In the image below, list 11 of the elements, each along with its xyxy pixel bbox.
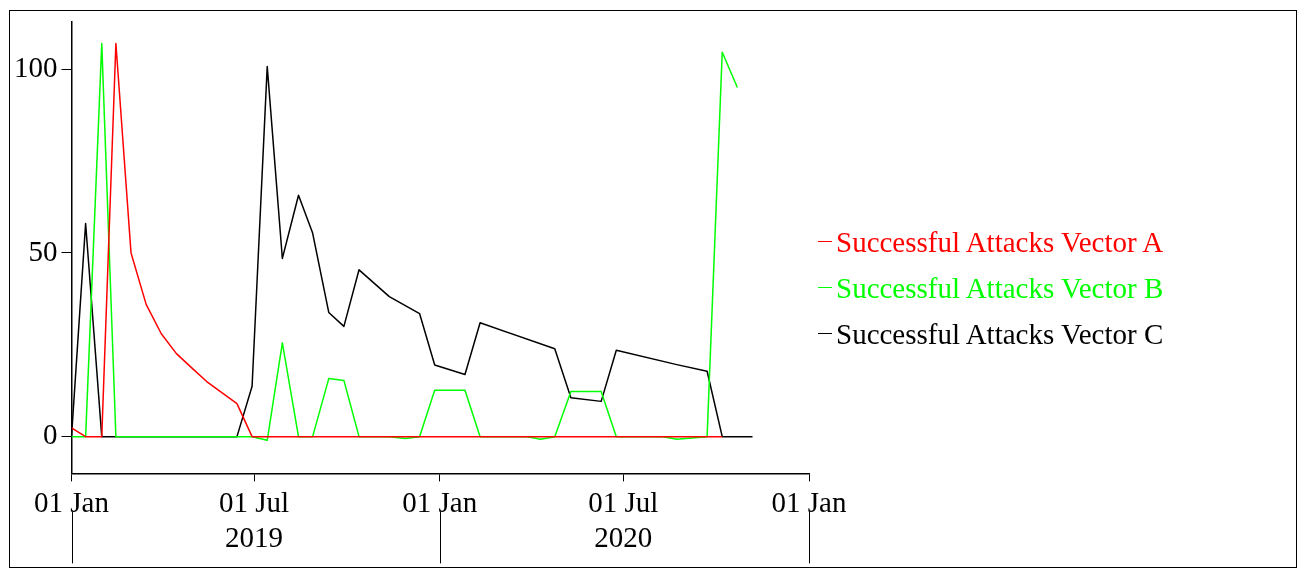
x-tick-label: 01 Jan — [34, 486, 110, 519]
legend-label: Successful Attacks Vector B — [836, 270, 1164, 306]
legend-label: Successful Attacks Vector C — [836, 316, 1164, 352]
x-tick-label: 01 Jan — [771, 486, 847, 519]
x-tick-label: 01 Jul 2020 — [588, 486, 659, 554]
y-tick-label: 0 — [43, 418, 58, 451]
y-tick-label: 50 — [28, 234, 58, 267]
legend-label: Successful Attacks Vector A — [836, 224, 1164, 260]
y-tick-label: 100 — [14, 50, 58, 83]
x-tick-label: 01 Jan — [402, 486, 478, 519]
x-tick-label: 01 Jul 2019 — [219, 486, 290, 554]
